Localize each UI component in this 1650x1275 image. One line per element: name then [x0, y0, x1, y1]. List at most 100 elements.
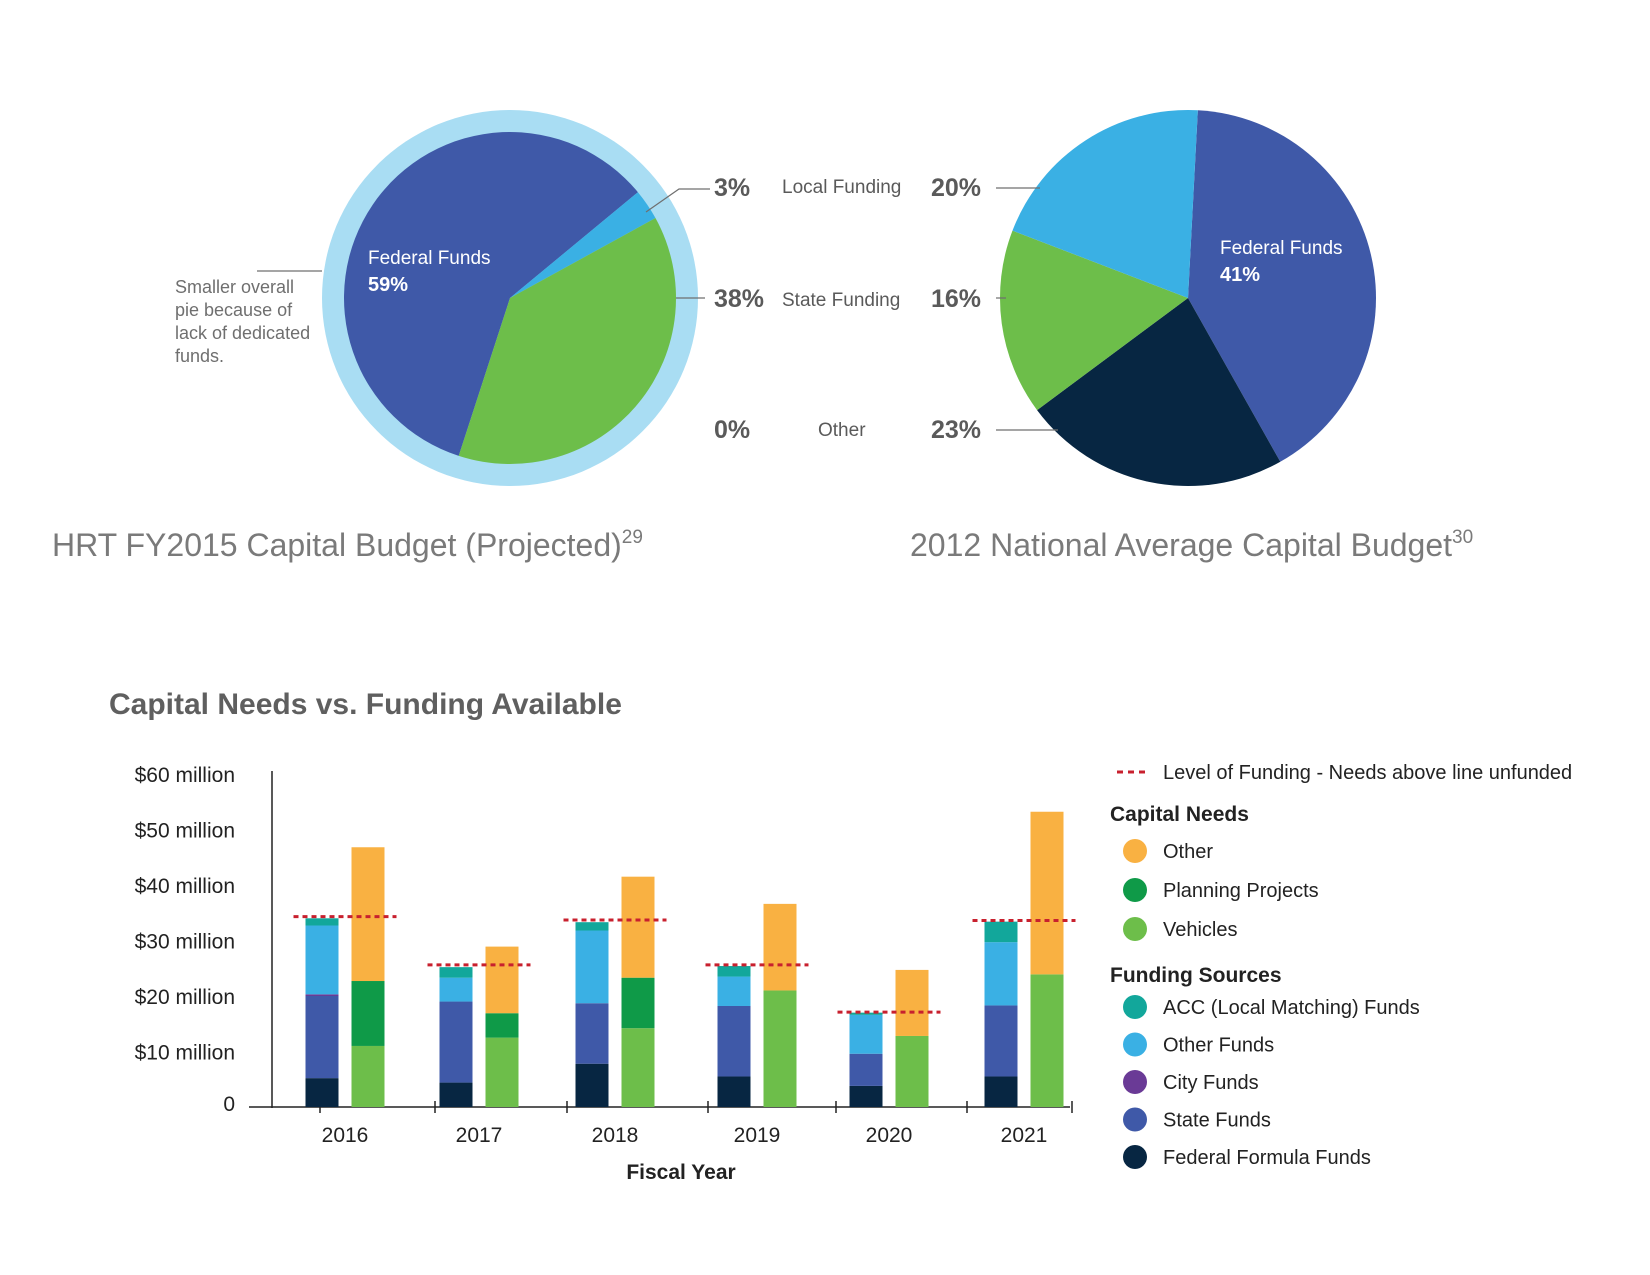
- label-other: Other: [818, 420, 866, 441]
- label-state-funding: State Funding: [782, 290, 900, 311]
- bar-segment-city-funds: [305, 994, 339, 996]
- bar-chart-title: Capital Needs vs. Funding Available: [109, 688, 622, 721]
- legend-capital-needs-header: Capital Needs: [1110, 803, 1249, 826]
- y-tick-label: $10 million: [135, 1042, 235, 1065]
- bar-segment-federal-formula-funds: [305, 1078, 339, 1107]
- bar-segment-acc-local-matching-funds: [575, 922, 609, 931]
- legend-item-label: Other Funds: [1163, 1035, 1274, 1057]
- bar-segment-federal-formula-funds: [984, 1076, 1018, 1107]
- pie-hrt-federal-label: Federal Funds: [368, 248, 491, 269]
- pie-hrt-local-leader: [645, 188, 710, 213]
- bar-segment-acc-local-matching-funds: [439, 967, 473, 978]
- bar-segment-state-funds: [439, 1001, 473, 1083]
- pie-slice-local-funding: [510, 192, 656, 298]
- bar-segment-federal-formula-funds: [717, 1076, 751, 1107]
- bar-segment-state-funds: [984, 1005, 1018, 1077]
- bar-segment-federal-formula-funds: [439, 1082, 473, 1107]
- legend-swatch: [1123, 1032, 1147, 1057]
- pie-hrt-state-value: 38%: [714, 285, 764, 313]
- bar-segment-acc-local-matching-funds: [717, 966, 751, 977]
- legend-item-label: Other: [1163, 841, 1213, 863]
- legend-swatch: [1123, 839, 1147, 863]
- pie-chart-national: Federal Funds 41%: [996, 110, 1377, 486]
- pie-national-federal-label: Federal Funds: [1220, 238, 1343, 259]
- pie-slice-federal-funds: [1188, 110, 1377, 462]
- annotation-line-2: pie because of: [175, 300, 293, 320]
- bar-segment-federal-formula-funds: [849, 1085, 883, 1107]
- bar-segment-other-funds: [849, 1014, 883, 1054]
- bar-segment-need-vehicles: [485, 1037, 519, 1107]
- funding-level-lines: [293, 915, 1076, 1014]
- x-axis-title: Fiscal Year: [626, 1161, 735, 1184]
- shared-pie-labels: 3% 38% 0% Local Funding State Funding Ot…: [714, 174, 981, 444]
- y-tick-label: $40 million: [135, 875, 235, 898]
- bar-segment-acc-local-matching-funds: [305, 918, 339, 926]
- pie-chart-hrt: Federal Funds 59% Smaller overall pie be…: [175, 110, 710, 486]
- pie-slice-other: [1037, 298, 1281, 486]
- legend-swatch: [1123, 1107, 1147, 1132]
- bar-segment-need-vehicles: [1030, 974, 1064, 1107]
- bar-segment-state-funds: [575, 1003, 609, 1064]
- legend-capital-needs-items: Other Planning Projects Vehicles: [1123, 839, 1319, 941]
- legend-swatch: [1123, 1070, 1147, 1094]
- legend-funding-level-label: Level of Funding - Needs above line unfu…: [1163, 762, 1572, 784]
- legend-item-label: Vehicles: [1163, 919, 1238, 941]
- bar-chart: 0 $10 million $20 million $30 million $40 mi…: [135, 764, 1076, 1184]
- legend-swatch: [1123, 917, 1147, 941]
- legend-item-label: State Funds: [1163, 1110, 1271, 1132]
- bar-segment-acc-local-matching-funds: [849, 1012, 883, 1015]
- x-tick-label: 2019: [734, 1124, 781, 1147]
- annotation-line-4: funds.: [175, 346, 224, 366]
- pie-national-state-value: 16%: [931, 285, 981, 313]
- y-tick-label: 0: [223, 1093, 235, 1116]
- bar-segment-other-funds: [575, 930, 609, 1004]
- bar-segment-state-funds: [717, 1005, 751, 1077]
- pie-national-other-value: 23%: [931, 416, 981, 444]
- legend-item-label: ACC (Local Matching) Funds: [1163, 997, 1420, 1019]
- y-tick-label: $60 million: [135, 764, 235, 787]
- bar-chart-legend: Level of Funding - Needs above line unfu…: [1110, 762, 1572, 1169]
- x-tick-label: 2021: [1001, 1124, 1048, 1147]
- legend-swatch: [1123, 1145, 1147, 1169]
- legend-item-label: Federal Formula Funds: [1163, 1147, 1371, 1169]
- legend-swatch: [1123, 878, 1147, 902]
- pie-national-slices: [1000, 110, 1377, 486]
- label-local-funding: Local Funding: [782, 177, 901, 198]
- bar-segment-need-vehicles: [621, 1028, 655, 1107]
- bar-segment-other-funds: [305, 925, 339, 995]
- y-tick-label: $20 million: [135, 986, 235, 1009]
- bar-segment-need-planning-projects: [621, 977, 655, 1029]
- x-axis-tick-labels: 2016 2017 2018 2019 2020 2021: [322, 1124, 1048, 1147]
- pie-slice-state-funding: [1000, 230, 1188, 411]
- bar-segment-need-vehicles: [351, 1045, 385, 1107]
- y-tick-label: $50 million: [135, 820, 235, 843]
- pie-hrt-federal-value: 59%: [368, 274, 408, 296]
- pie-national-local-value: 20%: [931, 174, 981, 202]
- legend-item-label: City Funds: [1163, 1072, 1259, 1094]
- x-tick-label: 2016: [322, 1124, 369, 1147]
- bar-segment-state-funds: [849, 1053, 883, 1086]
- x-tick-label: 2017: [456, 1124, 503, 1147]
- bar-segment-need-other: [351, 847, 385, 982]
- pie-slice-state-funding: [458, 218, 676, 465]
- y-tick-label: $30 million: [135, 931, 235, 954]
- annotation-line-1: Smaller overall: [175, 277, 294, 297]
- x-tick-label: 2018: [592, 1124, 639, 1147]
- y-axis-tick-labels: 0 $10 million $20 million $30 million $40 mi…: [135, 764, 235, 1116]
- bar-stacks: [305, 811, 1064, 1107]
- annotation-line-3: lack of dedicated: [175, 323, 310, 343]
- bar-segment-need-other: [621, 876, 655, 978]
- bar-segment-need-planning-projects: [351, 981, 385, 1046]
- bar-segment-need-planning-projects: [485, 1013, 519, 1038]
- bar-segment-need-vehicles: [895, 1035, 929, 1107]
- bar-segment-acc-local-matching-funds: [984, 921, 1018, 943]
- legend-swatch: [1123, 995, 1147, 1019]
- pie-hrt-local-value: 3%: [714, 174, 750, 202]
- pie-slice-local-funding: [1012, 110, 1198, 298]
- pie-hrt-title: HRT FY2015 Capital Budget (Projected)29: [52, 527, 643, 563]
- legend-funding-sources-header: Funding Sources: [1110, 964, 1282, 987]
- bar-segment-need-vehicles: [763, 990, 797, 1107]
- legend-item-label: Planning Projects: [1163, 880, 1319, 902]
- bar-segment-state-funds: [305, 996, 339, 1079]
